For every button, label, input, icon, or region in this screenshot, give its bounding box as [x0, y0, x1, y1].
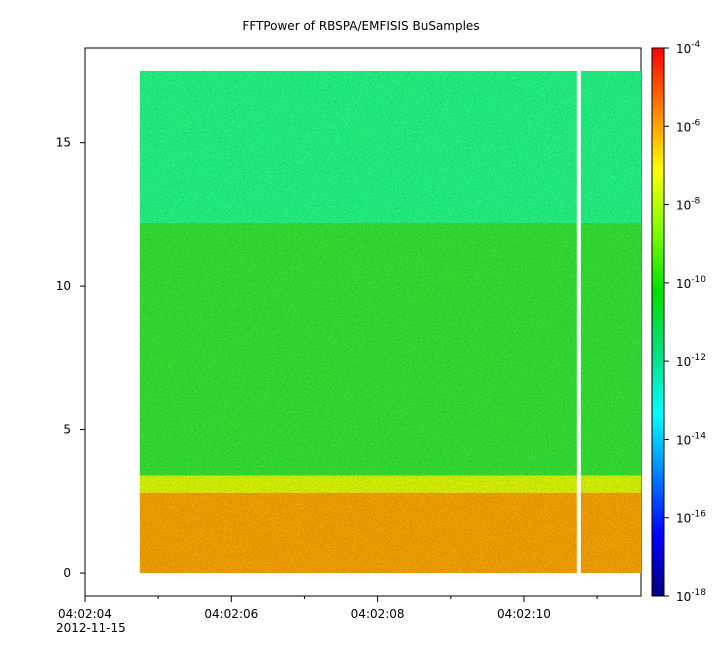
colorbar-tick-label: 10-14 — [676, 431, 706, 447]
colorbar-tick-label: 10-16 — [676, 510, 706, 526]
y-tick-label: 5 — [63, 423, 71, 437]
chart-title: FFTPower of RBSPA/EMFISIS BuSamples — [242, 19, 479, 33]
x-tick-label: 04:02:10 — [497, 607, 551, 621]
x-tick-label: 04:02:04 — [58, 607, 112, 621]
colorbar-axis: 10-18 10-16 10-14 10-12 10-10 10-8 10-6 10-4 — [664, 40, 706, 604]
colorbar-tick-label: 10-18 — [676, 588, 706, 604]
colorbar-tick-label: 10-10 — [676, 275, 706, 291]
y-tick-label: 10 — [56, 279, 71, 293]
y-axis: 0 5 10 15 — [56, 136, 85, 580]
spectrogram-noise — [139, 70, 642, 574]
x-tick-label: 04:02:06 — [204, 607, 258, 621]
colorbar-tick-label: 10-4 — [676, 40, 701, 56]
x-tick-date-label: 2012-11-15 — [56, 621, 126, 635]
y-tick-label: 15 — [56, 136, 71, 150]
colorbar-tick-label: 10-12 — [676, 353, 706, 369]
data-gap — [576, 70, 581, 574]
colorbar — [651, 47, 665, 597]
y-tick-label: 0 — [63, 566, 71, 580]
x-tick-label: 04:02:08 — [351, 607, 405, 621]
colorbar-tick-label: 10-6 — [676, 118, 701, 134]
colorbar-tick-label: 10-8 — [676, 197, 701, 213]
